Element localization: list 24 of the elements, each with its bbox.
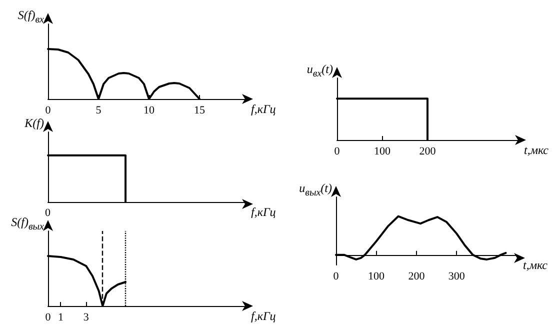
x-tick-label: 200	[408, 270, 426, 282]
x-tick-label: 10	[144, 104, 156, 116]
x-tick-label: 100	[374, 146, 391, 158]
x-tick-label: 0	[45, 104, 52, 116]
y-axis-title: S(f)$_{вх}$	[18, 8, 44, 28]
x-tick-label: 1	[58, 312, 64, 324]
x-tick-label: 0	[333, 270, 340, 282]
x-tick-label: 3	[83, 312, 90, 324]
x-axis-title: f,кГц	[251, 102, 276, 116]
x-tick-label: 200	[419, 146, 436, 158]
x-axis-title: t,мкс	[523, 258, 548, 272]
y-axis-title: u$_{вх}$(t)	[306, 62, 333, 82]
y-axis-title: K(f)	[24, 116, 44, 130]
y-axis-title: S(f)$_{вых}$	[11, 215, 44, 234]
x-tick-label: 5	[96, 104, 102, 116]
x-tick-label: 100	[368, 270, 385, 282]
text: 0	[45, 206, 50, 220]
x-tick-label: 300	[448, 270, 466, 282]
x-tick-label: 15	[194, 104, 206, 116]
x-axis-title: t,мкс	[524, 143, 550, 157]
y-axis-title: u$_{вых}$(t)	[299, 181, 332, 200]
x-tick-label: 0	[45, 312, 52, 324]
x-axis-title: f,кГц	[251, 309, 276, 323]
x-tick-label: 0	[334, 146, 340, 158]
